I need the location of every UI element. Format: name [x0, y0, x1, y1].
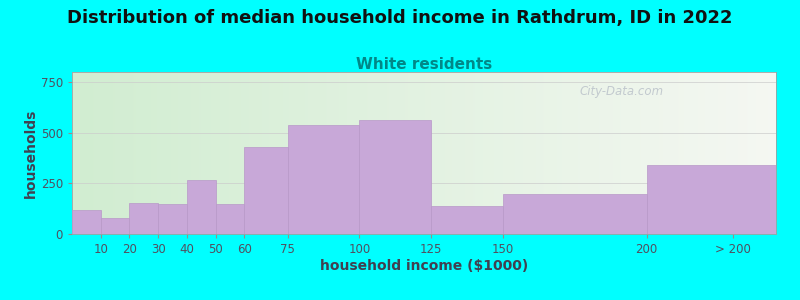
Bar — [287, 125, 359, 234]
Bar — [359, 120, 431, 234]
Bar — [101, 218, 130, 234]
Bar — [216, 204, 245, 234]
Bar — [130, 202, 158, 234]
Bar — [187, 180, 216, 234]
Bar — [503, 194, 646, 234]
X-axis label: household income ($1000): household income ($1000) — [320, 259, 528, 273]
Bar — [431, 206, 503, 234]
Text: Distribution of median household income in Rathdrum, ID in 2022: Distribution of median household income … — [67, 9, 733, 27]
Bar — [72, 210, 101, 234]
Y-axis label: households: households — [24, 108, 38, 198]
Bar — [646, 165, 776, 234]
Text: City-Data.com: City-Data.com — [579, 85, 663, 98]
Bar — [158, 204, 187, 234]
Title: White residents: White residents — [356, 57, 492, 72]
Bar — [245, 147, 287, 234]
